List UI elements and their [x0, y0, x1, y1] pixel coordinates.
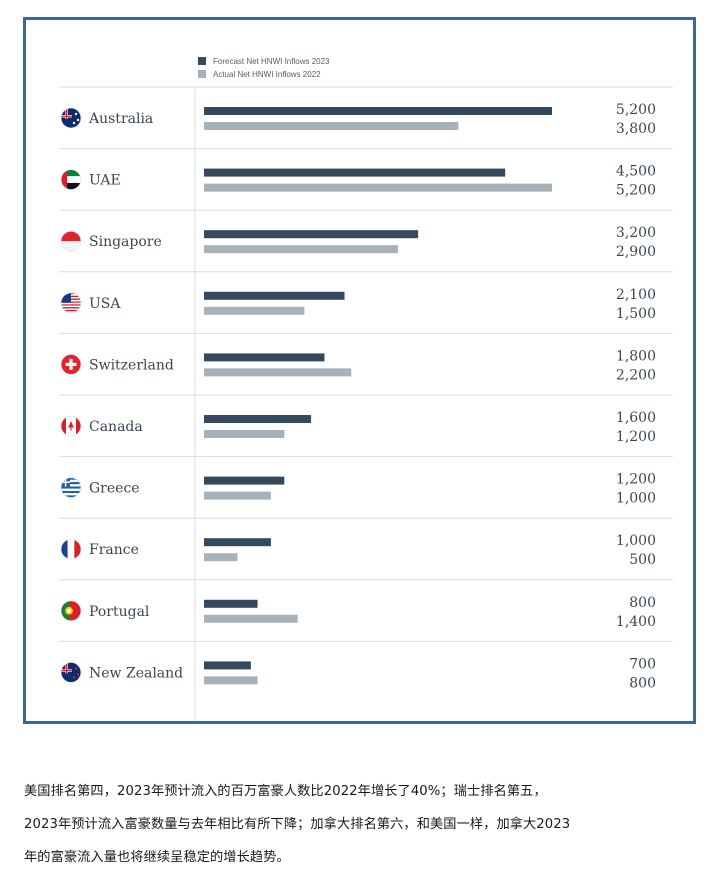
forecast-bar: [204, 415, 312, 423]
france-flag-icon: [60, 538, 82, 560]
chart-row: Greece 1,200 1,000: [60, 472, 656, 507]
chart-frame: Forecast Net HNWI Inflows 2023 Actual Net…: [23, 17, 696, 724]
forecast-value-label: 2,100: [616, 287, 656, 303]
bar-chart: Forecast Net HNWI Inflows 2023 Actual Net…: [59, 57, 673, 721]
actual-value-label: 5,200: [616, 183, 656, 199]
chart-row: Australia 5,200 3,800: [60, 102, 656, 137]
forecast-value-label: 1,800: [616, 348, 656, 364]
actual-bar: [204, 122, 459, 130]
caption-line-3: 年的富豪流入量也将继续呈稳定的增长趋势。: [24, 850, 290, 865]
legend-label: Forecast Net HNWI Inflows 2023: [213, 57, 330, 66]
legend: Forecast Net HNWI Inflows 2023 Actual Net…: [198, 57, 330, 79]
forecast-bar: [204, 107, 552, 115]
actual-bar: [204, 306, 305, 315]
actual-bar: [204, 430, 285, 438]
actual-value-label: 500: [629, 552, 656, 568]
actual-bar: [204, 245, 399, 254]
actual-value-label: 2,900: [616, 244, 656, 260]
actual-bar: [204, 491, 271, 500]
row-dividers: [59, 86, 673, 721]
chart-row: Singapore 3,200 2,900: [60, 225, 656, 260]
forecast-bar: [204, 291, 345, 300]
legend-swatch: [198, 70, 206, 78]
country-label: USA: [89, 296, 121, 312]
actual-bar: [204, 614, 298, 623]
forecast-value-label: 1,000: [616, 533, 656, 549]
forecast-value-label: 700: [629, 656, 656, 672]
country-label: New Zealand: [89, 665, 183, 681]
chart-row: France 1,000 500: [60, 533, 656, 568]
legend-swatch: [198, 57, 206, 65]
country-label: Switzerland: [89, 357, 174, 373]
forecast-bar: [204, 538, 271, 547]
country-label: Singapore: [89, 234, 162, 250]
actual-value-label: 1,400: [616, 614, 656, 630]
chart-row: UAE 4,500 5,200: [60, 164, 656, 199]
forecast-bar: [204, 599, 258, 608]
actual-bar: [204, 368, 352, 377]
forecast-bar: [204, 476, 285, 485]
forecast-bar: [204, 230, 419, 239]
chart-row: New Zealand 700 800: [60, 656, 656, 691]
forecast-value-label: 1,200: [616, 472, 656, 488]
forecast-value-label: 5,200: [616, 102, 656, 118]
country-label: Greece: [89, 481, 140, 497]
chart-row: Canada 1,600 1,200: [60, 410, 656, 445]
portugal-flag-icon: [60, 600, 82, 622]
usa-flag-icon: [60, 292, 82, 314]
chart-row: Portugal 800 1,400: [60, 595, 656, 630]
forecast-value-label: 1,600: [616, 410, 656, 426]
actual-value-label: 3,800: [616, 121, 656, 137]
country-label: Australia: [88, 111, 153, 127]
country-label: Canada: [89, 419, 143, 435]
actual-value-label: 2,200: [616, 367, 656, 383]
country-label: France: [89, 542, 139, 558]
forecast-value-label: 4,500: [616, 164, 656, 180]
forecast-value-label: 3,200: [616, 225, 656, 241]
new-zealand-flag-icon: [60, 662, 82, 683]
singapore-flag-icon: [60, 230, 82, 252]
actual-bar: [204, 553, 238, 562]
actual-bar: [204, 676, 258, 685]
caption-line-2: 2023年预计流入富豪数量与去年相比有所下降；加拿大排名第六，和美国一样，加拿大…: [24, 817, 571, 832]
greece-flag-icon: [60, 477, 82, 499]
uae-flag-icon: [60, 169, 82, 191]
actual-value-label: 1,000: [616, 491, 656, 507]
actual-value-label: 1,200: [616, 429, 656, 445]
country-label: Portugal: [89, 604, 150, 620]
forecast-bar: [204, 168, 506, 177]
switzerland-flag-icon: [60, 353, 82, 375]
country-label: UAE: [89, 173, 121, 189]
forecast-value-label: 800: [629, 595, 656, 611]
caption: 美国排名第四，2023年预计流入的百万富豪人数比2022年增长了40%；瑞士排名…: [24, 775, 696, 874]
chart-row: USA 2,100 1,500: [60, 287, 656, 322]
actual-value-label: 800: [629, 675, 656, 691]
caption-line-1: 美国排名第四，2023年预计流入的百万富豪人数比2022年增长了40%；瑞士排名…: [24, 784, 547, 799]
forecast-bar: [204, 353, 325, 362]
chart-row: Switzerland 1,800 2,200: [60, 348, 656, 383]
legend-label: Actual Net HNWI Inflows 2022: [213, 70, 321, 79]
actual-value-label: 1,500: [616, 306, 656, 322]
australia-flag-icon: [60, 107, 82, 129]
canada-flag-icon: [60, 415, 82, 437]
forecast-bar: [204, 661, 251, 670]
actual-bar: [204, 183, 552, 192]
